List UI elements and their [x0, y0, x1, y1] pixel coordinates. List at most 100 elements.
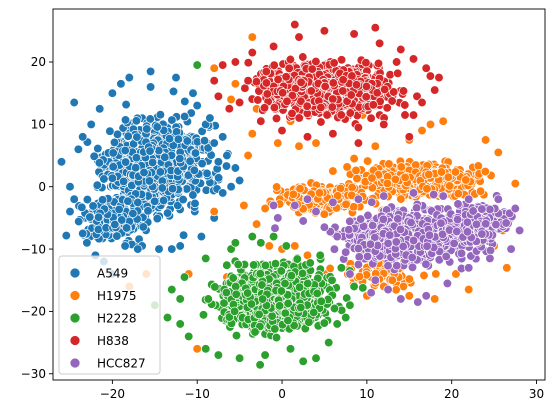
- data-point: [114, 204, 124, 215]
- data-point: [283, 315, 293, 326]
- data-point: [173, 134, 184, 144]
- data-point: [143, 206, 153, 216]
- data-point: [324, 337, 334, 348]
- data-point: [121, 99, 131, 110]
- data-point: [438, 116, 448, 126]
- data-point: [152, 213, 162, 224]
- data-point: [255, 360, 265, 370]
- data-point: [167, 184, 178, 194]
- data-point: [202, 168, 212, 179]
- data-point: [218, 132, 228, 142]
- data-point: [296, 302, 306, 313]
- data-point: [264, 241, 274, 251]
- data-point: [303, 278, 313, 289]
- data-point: [349, 153, 359, 164]
- data-point: [315, 250, 325, 260]
- data-point: [145, 66, 156, 77]
- data-point: [157, 183, 167, 193]
- data-point: [408, 110, 419, 120]
- data-point: [311, 353, 321, 363]
- data-point: [370, 141, 380, 151]
- data-point: [124, 72, 134, 83]
- data-point: [382, 178, 393, 189]
- data-point: [228, 273, 238, 283]
- data-point: [387, 275, 397, 285]
- data-point: [221, 287, 232, 298]
- data-point: [121, 223, 132, 233]
- data-point: [78, 132, 88, 142]
- data-point: [152, 122, 162, 132]
- data-point: [229, 306, 240, 316]
- data-point: [234, 353, 245, 363]
- data-point: [107, 173, 118, 183]
- data-point: [56, 157, 67, 167]
- data-point: [74, 216, 84, 227]
- data-point: [391, 285, 401, 295]
- data-point: [234, 175, 245, 186]
- data-point: [93, 224, 104, 235]
- data-point: [354, 271, 365, 282]
- data-point: [221, 161, 232, 171]
- data-point: [168, 86, 179, 97]
- data-point: [453, 189, 463, 199]
- data-point: [175, 153, 185, 164]
- data-point: [133, 197, 143, 208]
- data-point: [400, 100, 410, 110]
- data-point: [162, 312, 173, 323]
- data-point: [297, 268, 308, 279]
- data-point: [132, 132, 142, 142]
- data-point: [271, 332, 282, 343]
- data-point: [154, 244, 164, 254]
- data-point: [97, 195, 108, 205]
- data-point: [92, 180, 102, 190]
- data-point: [78, 228, 88, 239]
- data-point: [270, 324, 280, 334]
- data-point: [99, 174, 109, 184]
- data-point: [108, 162, 118, 172]
- data-point: [145, 82, 156, 92]
- data-point: [396, 194, 406, 204]
- data-point: [283, 298, 293, 309]
- data-point: [210, 282, 220, 292]
- data-point: [179, 111, 190, 122]
- data-point: [256, 238, 266, 248]
- data-point: [147, 157, 158, 168]
- data-point: [123, 196, 133, 206]
- data-point: [298, 356, 308, 366]
- data-point: [425, 71, 436, 81]
- data-point: [179, 272, 190, 282]
- data-point: [118, 176, 129, 187]
- data-point: [319, 209, 329, 219]
- data-point: [65, 182, 75, 192]
- data-point: [167, 244, 177, 254]
- data-point: [93, 143, 103, 154]
- data-point: [445, 181, 455, 191]
- data-point: [436, 167, 447, 177]
- data-point: [226, 182, 236, 192]
- data-point: [292, 254, 302, 264]
- data-point: [480, 166, 490, 177]
- data-point: [425, 119, 436, 130]
- data-point: [109, 137, 120, 148]
- data-point: [201, 344, 211, 354]
- data-point: [192, 344, 202, 354]
- data-point: [247, 129, 257, 139]
- data-point: [251, 219, 262, 229]
- data-point: [298, 52, 308, 62]
- data-point: [209, 63, 219, 73]
- data-point: [268, 231, 279, 242]
- data-point: [309, 307, 319, 318]
- data-point: [231, 281, 241, 292]
- data-point: [188, 88, 198, 98]
- data-point: [131, 116, 142, 126]
- data-point: [247, 231, 257, 242]
- data-point: [190, 198, 200, 209]
- data-point: [316, 117, 326, 127]
- data-point: [198, 310, 209, 320]
- data-point: [183, 170, 194, 180]
- data-point: [162, 208, 173, 218]
- data-point: [82, 238, 92, 248]
- data-point: [192, 100, 202, 111]
- data-point: [347, 182, 357, 193]
- data-point: [294, 282, 305, 292]
